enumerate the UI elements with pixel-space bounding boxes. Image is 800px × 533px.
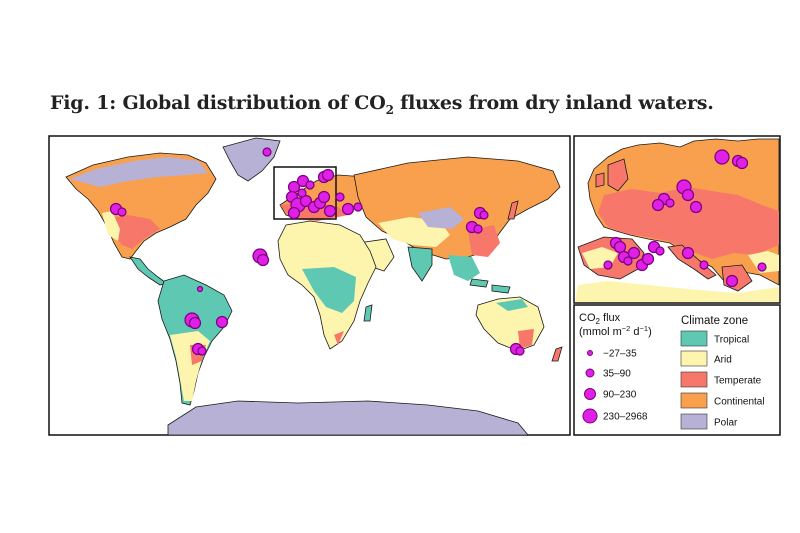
flux-legend-title-line2: (mmol m−2 d−1): [579, 324, 652, 338]
flux-legend: CO2 flux (mmol m−2 d−1) −27–35 35–90 90–…: [579, 312, 652, 424]
inset-flux-marker: [757, 262, 767, 272]
climate-swatch-polar: [680, 413, 708, 430]
world-flux-marker: [215, 315, 229, 329]
inset-flux-marker: [651, 198, 665, 212]
climate-legend-title: Climate zone: [681, 315, 748, 327]
inset-flux-marker: [655, 246, 665, 256]
inset-flux-marker: [735, 156, 749, 170]
flux-marker-class-2: [585, 368, 595, 378]
india: [407, 246, 433, 282]
climate-swatch-temperate: [680, 371, 708, 388]
inset-flux-markers: [603, 149, 767, 288]
world-flux-marker: [323, 204, 337, 218]
inset-flux-marker: [689, 200, 703, 214]
world-flux-marker: [335, 192, 345, 202]
world-flux-marker: [305, 180, 315, 190]
flux-legend-title-line1: CO2 flux: [579, 312, 621, 326]
climate-label-polar: Polar: [714, 418, 738, 429]
flux-marker-class-1: [587, 350, 593, 356]
map-figure: CO2 flux (mmol m−2 d−1) −27–35 35–90 90–…: [48, 135, 781, 436]
world-flux-marker: [117, 207, 127, 217]
climate-label-arid: Arid: [714, 355, 732, 366]
inset-flux-marker: [623, 256, 633, 266]
flux-class-1-label: −27–35: [603, 349, 637, 360]
inset-flux-marker: [699, 260, 709, 270]
world-flux-marker: [297, 188, 307, 198]
inset-flux-marker: [681, 246, 695, 260]
inset-flux-marker: [665, 198, 675, 208]
world-flux-markers: [109, 147, 525, 356]
world-flux-marker: [256, 253, 270, 267]
flux-class-4-label: 230–2968: [603, 412, 648, 423]
world-flux-marker: [287, 206, 301, 220]
inset-flux-marker: [641, 252, 655, 266]
world-flux-marker: [262, 147, 272, 157]
flux-marker-class-4: [582, 408, 598, 424]
world-flux-marker: [515, 346, 525, 356]
climate-label-tropical: Tropical: [714, 335, 749, 346]
climate-label-continental: Continental: [714, 397, 765, 408]
climate-swatch-tropical: [680, 330, 708, 347]
world-flux-marker: [341, 202, 355, 216]
world-flux-marker: [473, 224, 483, 234]
climate-legend: Climate zone Tropical Arid Temperate Con…: [680, 315, 765, 430]
climate-swatch-continental: [680, 392, 708, 409]
world-flux-marker: [353, 202, 363, 212]
flux-class-2-label: 35–90: [603, 369, 631, 380]
flux-marker-class-3: [584, 388, 596, 400]
world-flux-marker: [321, 168, 335, 182]
inset-flux-marker: [681, 188, 695, 202]
antarctica: [167, 400, 529, 436]
inset-flux-marker: [714, 149, 730, 165]
inset-box: [273, 166, 337, 220]
figure-title: Fig. 1: Global distribution of CO2 fluxe…: [50, 92, 714, 117]
climate-swatch-arid: [680, 350, 708, 367]
world-flux-marker: [479, 210, 489, 220]
inset-flux-marker: [603, 260, 613, 270]
climate-label-temperate: Temperate: [714, 376, 762, 387]
world-flux-marker: [197, 346, 207, 356]
inset-flux-marker: [627, 246, 641, 260]
world-flux-marker: [188, 316, 202, 330]
legend-panel: CO2 flux (mmol m−2 d−1) −27–35 35–90 90–…: [573, 304, 781, 436]
europe-inset-panel: [573, 135, 781, 304]
inset-flux-marker: [613, 240, 627, 254]
world-flux-marker: [299, 194, 313, 208]
world-flux-marker: [196, 285, 204, 293]
world-flux-marker: [317, 190, 331, 204]
inset-flux-marker: [725, 274, 739, 288]
flux-class-3-label: 90–230: [603, 390, 637, 401]
